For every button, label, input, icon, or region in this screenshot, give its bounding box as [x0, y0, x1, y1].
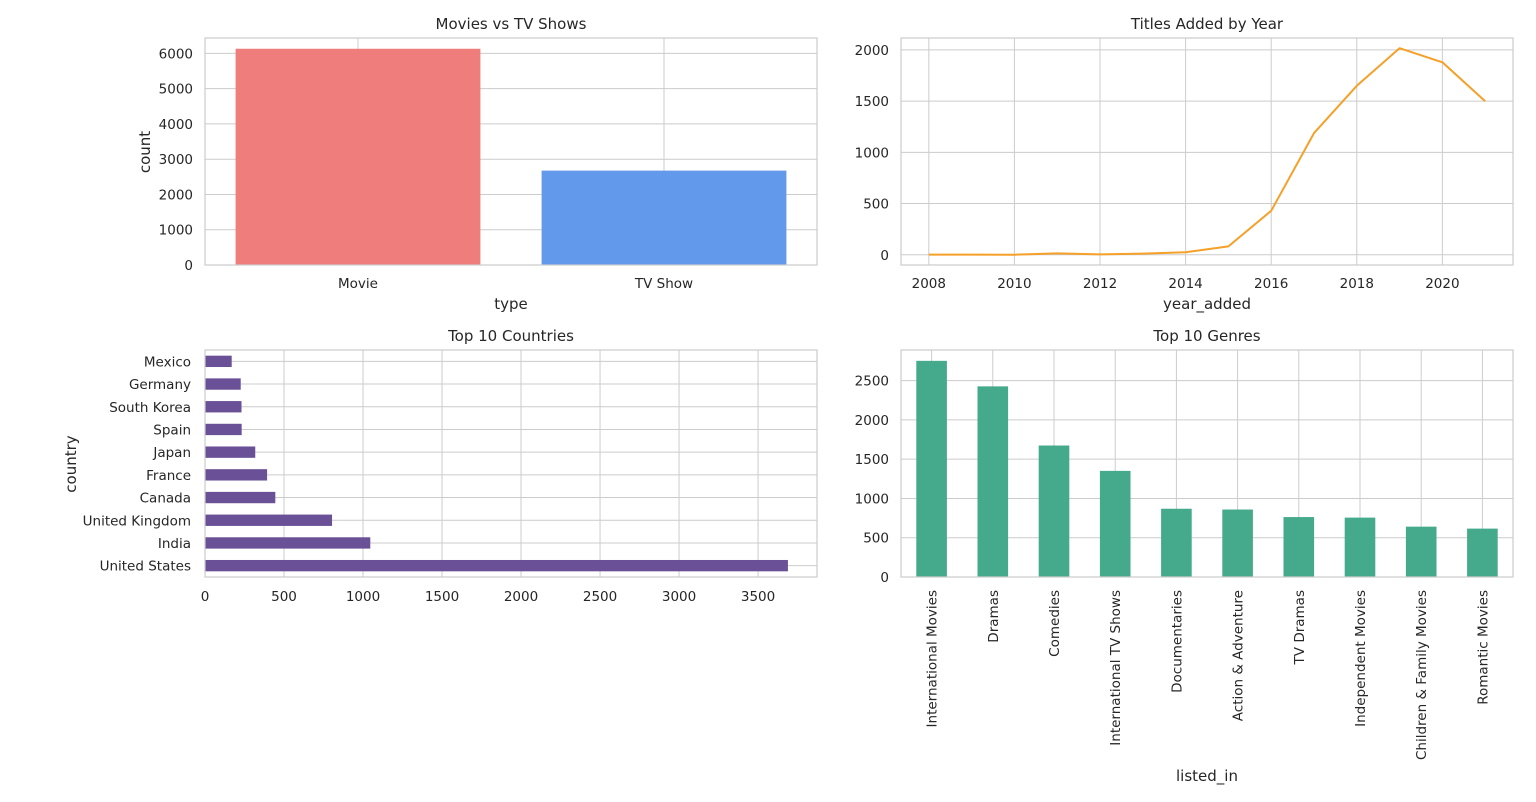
series-line	[928, 47, 1486, 256]
x-tick-label: 1000	[346, 589, 380, 605]
y-tick-label: Japan	[152, 445, 191, 461]
y-tick-label: Germany	[129, 377, 191, 393]
x-axis-label: listed_in	[1176, 767, 1238, 786]
y-tick-label: 2500	[855, 374, 889, 390]
x-tick-label: International Movies	[925, 590, 941, 727]
x-tick-label: 2014	[1168, 276, 1202, 292]
y-tick-label: United Kingdom	[83, 513, 191, 529]
bar	[541, 170, 787, 265]
bar	[205, 446, 256, 458]
y-tick-label: 1000	[159, 223, 193, 239]
x-tick-label: 2020	[1425, 276, 1459, 292]
x-tick-label: 3000	[662, 589, 696, 605]
x-tick-label: 3500	[741, 589, 775, 605]
x-tick-label: 2012	[1083, 276, 1117, 292]
y-tick-label: 1500	[855, 94, 889, 110]
bar	[205, 559, 788, 572]
x-tick-label: 1500	[425, 589, 459, 605]
y-tick-label: 6000	[159, 46, 193, 62]
x-tick-label: International TV Shows	[1108, 590, 1124, 746]
y-tick-label: 1000	[855, 491, 889, 507]
x-tick-label: Dramas	[986, 590, 1002, 643]
plot-frame	[900, 349, 1514, 578]
titles-added-by-year-chart: 0 500 1000 1500 2000 2008 2010 2012 2014 2016 2018…	[855, 15, 1514, 314]
x-tick-label: Action & Adventure	[1231, 590, 1247, 721]
movies-vs-tvshows-chart: 0 1000 2000 3000 4000 5000 6000 Movie TV Show Mo…	[136, 15, 818, 313]
x-axis-label: year_added	[1163, 295, 1251, 314]
bar	[1038, 445, 1070, 577]
bar	[205, 355, 232, 368]
x-tick-label: Documentaries	[1169, 590, 1185, 693]
x-tick-label: Movie	[338, 276, 378, 292]
y-tick-label: Mexico	[144, 354, 191, 370]
bar	[1405, 526, 1437, 577]
bar	[1099, 470, 1131, 577]
y-tick-label: 4000	[159, 117, 193, 133]
chart-title: Top 10 Countries	[447, 327, 574, 345]
y-tick-label: South Korea	[109, 400, 191, 416]
top-10-countries-chart: 0 500 1000 1500 2000 2500 3000 3500 United State…	[62, 327, 818, 605]
bar	[1161, 508, 1192, 577]
bar	[205, 491, 276, 504]
top-10-genres-chart: 0 500 1000 1500 2000 2500 International Movies…	[855, 327, 1514, 786]
x-axis-label: type	[494, 295, 528, 313]
bar	[205, 423, 242, 436]
x-tick-label: 500	[271, 589, 297, 605]
y-tick-label: 2000	[159, 187, 193, 203]
bar	[235, 48, 481, 265]
x-tick-label: TV Dramas	[1292, 590, 1308, 665]
y-tick-label: 3000	[159, 152, 193, 168]
y-tick-label: 1000	[855, 145, 889, 161]
x-tick-label: 2018	[1340, 276, 1374, 292]
y-tick-label: 2000	[855, 43, 889, 59]
bar	[977, 386, 1009, 577]
x-tick-label: 2016	[1254, 276, 1288, 292]
y-tick-label: Canada	[140, 491, 191, 507]
bar	[205, 469, 268, 481]
bar	[205, 401, 242, 413]
y-tick-label: Spain	[153, 422, 191, 438]
x-tick-label: Romantic Movies	[1475, 590, 1491, 705]
x-tick-label: Children & Family Movies	[1414, 590, 1430, 760]
bar	[1283, 517, 1315, 577]
y-tick-label: 500	[863, 197, 889, 213]
chart-title: Titles Added by Year	[1130, 15, 1284, 33]
bar	[205, 378, 241, 390]
bar	[1222, 509, 1253, 577]
x-tick-label: Independent Movies	[1353, 590, 1369, 727]
y-tick-label: 500	[863, 531, 889, 547]
y-axis-label: country	[62, 435, 80, 492]
bar	[205, 537, 371, 549]
chart-title: Top 10 Genres	[1152, 327, 1260, 345]
x-tick-label: TV Show	[634, 276, 693, 292]
bar	[205, 514, 333, 526]
y-tick-label: India	[158, 536, 191, 552]
x-tick-label: 2010	[997, 276, 1031, 292]
y-tick-label: 0	[880, 570, 889, 586]
x-tick-label: 0	[201, 589, 210, 605]
plot-frame	[900, 37, 1514, 266]
y-tick-label: 0	[880, 248, 889, 264]
plot-frame	[204, 37, 818, 266]
x-tick-label: Comedies	[1047, 590, 1063, 657]
bar	[916, 360, 947, 577]
plot-frame	[204, 349, 818, 578]
y-tick-label: 1500	[855, 452, 889, 468]
y-axis-label: count	[136, 131, 154, 173]
x-tick-label: 2500	[583, 589, 617, 605]
bar	[1467, 528, 1498, 577]
chart-title: Movies vs TV Shows	[436, 15, 587, 33]
x-tick-label: 2008	[912, 276, 946, 292]
bar	[1344, 517, 1376, 577]
y-tick-label: United States	[100, 559, 191, 575]
y-tick-label: 5000	[159, 82, 193, 98]
x-tick-label: 2000	[504, 589, 538, 605]
y-tick-label: France	[146, 468, 191, 484]
y-tick-label: 2000	[855, 413, 889, 429]
y-tick-label: 0	[184, 258, 193, 274]
